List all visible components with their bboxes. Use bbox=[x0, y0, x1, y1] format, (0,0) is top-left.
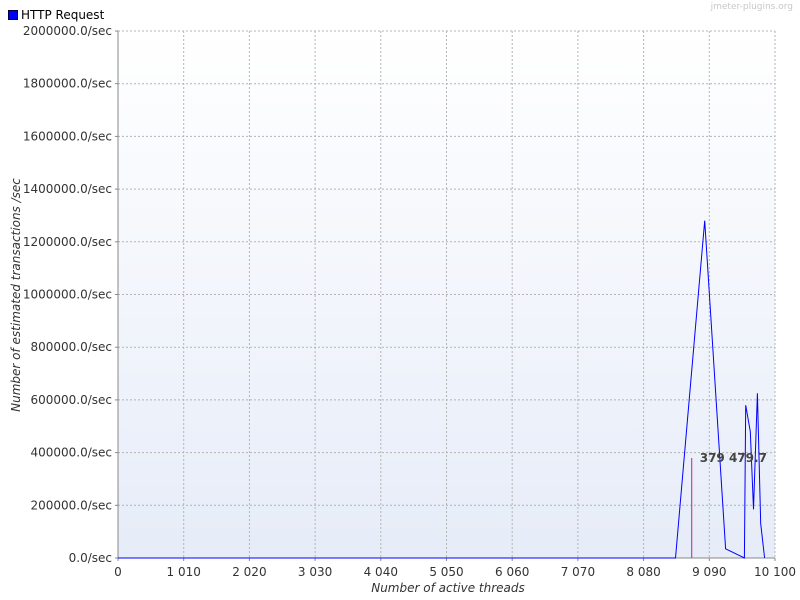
x-tick-label: 3 030 bbox=[298, 565, 332, 579]
watermark: jmeter-plugins.org bbox=[710, 2, 793, 12]
y-tick-label: 1600000.0/sec bbox=[23, 129, 112, 143]
x-tick-label: 10 100 bbox=[754, 565, 796, 579]
annotation-label: 379 479.7 bbox=[700, 451, 767, 465]
x-tick-label: 4 040 bbox=[364, 565, 398, 579]
x-tick-label: 9 090 bbox=[692, 565, 726, 579]
legend-label: HTTP Request bbox=[21, 8, 105, 22]
y-tick-label: 200000.0/sec bbox=[30, 498, 112, 512]
x-tick-label: 0 bbox=[114, 565, 122, 579]
x-tick-label: 5 050 bbox=[429, 565, 463, 579]
x-tick-label: 7 070 bbox=[561, 565, 595, 579]
series-line-0 bbox=[118, 220, 766, 559]
y-tick-label: 1400000.0/sec bbox=[23, 182, 112, 196]
legend-swatch bbox=[8, 10, 18, 20]
legend: HTTP Request bbox=[8, 7, 104, 23]
x-axis-label: Number of active threads bbox=[371, 581, 525, 595]
y-axis-label: Number of estimated transactions /sec bbox=[9, 178, 23, 412]
grid bbox=[118, 30, 776, 558]
y-tick-label: 1800000.0/sec bbox=[23, 77, 112, 91]
y-tick-label: 400000.0/sec bbox=[30, 446, 112, 460]
x-tick-label: 1 010 bbox=[167, 565, 201, 579]
y-tick-label: 2000000.0/sec bbox=[23, 24, 112, 38]
series bbox=[118, 220, 766, 559]
y-tick-label: 600000.0/sec bbox=[30, 393, 112, 407]
annotations: 379 479.7 bbox=[691, 451, 767, 558]
x-tick-label: 8 080 bbox=[626, 565, 660, 579]
y-tick-label: 800000.0/sec bbox=[30, 340, 112, 354]
x-tick-label: 6 060 bbox=[495, 565, 529, 579]
tick-labels: 0.0/sec 200000.0/sec 400000.0/sec 600000.0/… bbox=[23, 24, 796, 579]
y-tick-label: 1000000.0/sec bbox=[23, 288, 112, 302]
y-tick-label: 1200000.0/sec bbox=[23, 235, 112, 249]
y-tick-label: 0.0/sec bbox=[69, 551, 112, 565]
x-tick-label: 2 020 bbox=[232, 565, 266, 579]
